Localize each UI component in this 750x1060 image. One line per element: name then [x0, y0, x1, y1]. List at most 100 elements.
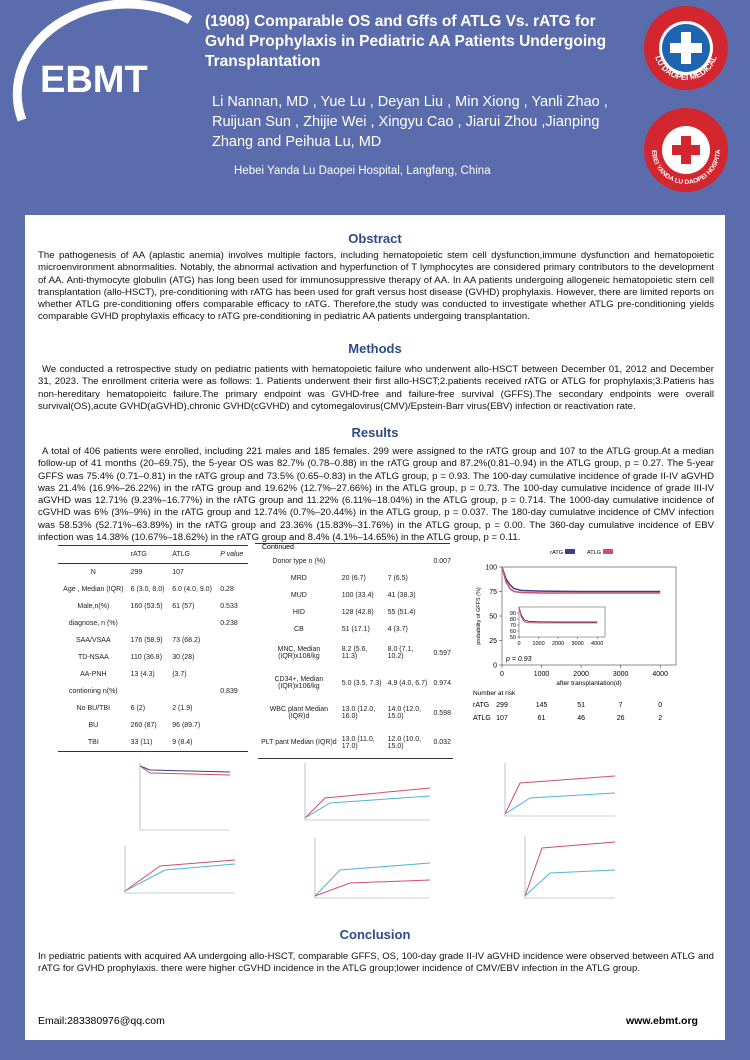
- table-header-cell: P value: [220, 551, 244, 558]
- risk-row-label: rATG: [473, 702, 489, 709]
- inset-x-tick-label: 1000: [532, 641, 544, 647]
- table-cell: 6.0 (4.0, 9.0): [172, 586, 212, 593]
- table-cell: 128 (42.8): [341, 609, 374, 616]
- x-tick-label: 3000: [613, 671, 629, 678]
- table-row: CD34+, Median (IQR)x106/kg 5.0 (3.5, 7.3)…: [258, 668, 453, 698]
- table-cell: 107: [172, 569, 184, 576]
- series-line: [501, 566, 661, 593]
- inset-y-tick-label: 60: [510, 629, 516, 635]
- inset-y-tick-label: 80: [510, 617, 516, 623]
- table-cell: BU: [88, 722, 99, 729]
- table-cell: [218, 632, 248, 649]
- table-cell: 6 (3.0, 8.0): [130, 586, 165, 593]
- inset-y-tick-label: 70: [510, 623, 516, 629]
- inset-x-tick-label: 4000: [591, 641, 603, 647]
- inset-x-tick-label: 2000: [552, 641, 564, 647]
- table-cell: [129, 683, 171, 700]
- table-cell: N: [90, 569, 96, 576]
- table-cell: 96 (89.7): [172, 722, 201, 729]
- table-cell: 160 (53.5): [130, 603, 163, 610]
- table-cell: 100 (33.4): [341, 592, 374, 599]
- logo-arc: [12, 0, 193, 122]
- x-tick-label: 4000: [652, 671, 668, 678]
- y-tick-label: 50: [489, 614, 497, 621]
- table-cell: 0.598: [433, 709, 451, 717]
- table-row: contioning n(%) 0.839: [58, 683, 248, 700]
- risk-count: 2: [658, 715, 662, 722]
- thumbnail-axes: [124, 763, 615, 899]
- table-cell: Donor type n (%): [272, 558, 326, 565]
- section-heading: Methods: [348, 341, 402, 356]
- table-cell: 61 (57): [172, 603, 195, 610]
- table-row: N 299 107: [58, 564, 248, 582]
- table-row: TBI 33 (11) 9 (8.4): [58, 734, 248, 752]
- baseline-table: rATG ATLG P value N 299 107 Age , Median (IQR)…: [58, 545, 248, 752]
- risk-count: 26: [617, 715, 625, 722]
- table-row: CB 51 (17.1) 4 (3.7): [258, 621, 453, 638]
- y-tick-label: 25: [489, 638, 497, 645]
- table-cell: 73 (68.2): [172, 637, 201, 644]
- y-axis-label: probability of GFFS (%): [476, 587, 482, 645]
- table-cell: 41 (38.3): [387, 592, 416, 599]
- table-cell: 8.2 (5.6, 11.3): [341, 646, 368, 660]
- table-header: rATG ATLG P value: [58, 545, 248, 564]
- table-cell: WBC plant Median (IQR)d: [269, 706, 329, 720]
- table-cell: 13 (4.3): [130, 671, 155, 678]
- table-cell: [218, 564, 248, 582]
- table-cell: 9 (8.4): [172, 739, 193, 746]
- table-cell: 14.0 (12.0, 15.0): [387, 706, 422, 720]
- y-tick-label: 0: [493, 663, 497, 670]
- table-cell: MNC, Median (IQR)x108/kg: [277, 646, 321, 660]
- baseline-table-continued: Donor type n (%) 0.007 MRD 20 (6.7) 7 (6.5) M…: [258, 553, 453, 759]
- y-tick-label: 75: [489, 589, 497, 596]
- table-row: BU 260 (87) 96 (89.7): [58, 717, 248, 734]
- table-row: MRD 20 (6.7) 7 (6.5): [258, 570, 453, 587]
- risk-count: 7: [619, 702, 623, 709]
- table-cell: MRD: [290, 575, 307, 582]
- footer-email: Email:283380976@qq.com: [38, 1015, 165, 1027]
- table-cell: 2 (1.9): [172, 705, 193, 712]
- table-cell: PLT pant Median (IQR)d: [261, 739, 337, 747]
- table-cell: 30 (28): [172, 654, 195, 661]
- inset-y-tick-label: 50: [510, 635, 516, 641]
- x-tick-label: 2000: [573, 671, 589, 678]
- table-cell: 13.0 (12.0, 16.0): [341, 706, 376, 720]
- footer-site: www.ebmt.org: [626, 1015, 698, 1027]
- table-cell: 0.28: [220, 586, 234, 593]
- table-row: WBC plant Median (IQR)d 13.0 (12.0, 16.0)…: [258, 698, 453, 728]
- table-cell: Age , Median (IQR): [63, 586, 124, 593]
- table-cell: [218, 649, 248, 666]
- table-cell: 20 (6.7): [341, 575, 366, 582]
- results-text: A total of 406 patients were enrolled, i…: [38, 446, 714, 544]
- table-row: HID 128 (42.8) 55 (51.4): [258, 604, 453, 621]
- thumbnail-curves: [124, 765, 616, 897]
- table-row: SAA/VSAA 176 (58.9) 73 (68.2): [58, 632, 248, 649]
- table-cell: (3.7): [172, 671, 187, 678]
- table-header-cell: ATLG: [172, 551, 190, 558]
- table-cell: 8.0 (7.1, 10.2): [387, 646, 414, 660]
- table-cell: 4 (3.7): [387, 626, 408, 633]
- table-cell: TD-NSAA: [77, 654, 109, 661]
- logo-text: EBMT: [40, 59, 148, 101]
- table-cell: 51 (17.1): [341, 626, 370, 633]
- table-row: AA-PNH 13 (4.3) (3.7): [58, 666, 248, 683]
- table-cell: 260 (87): [130, 722, 157, 729]
- inset-y-tick-label: 90: [510, 611, 516, 617]
- table-cell: [170, 615, 218, 632]
- inset-x-tick-label: 3000: [572, 641, 584, 647]
- table-row: Age , Median (IQR) 6 (3.0, 8.0) 6.0 (4.0, …: [58, 581, 248, 598]
- table-header-cell: rATG: [130, 551, 147, 558]
- table-cell: 0.974: [433, 679, 451, 687]
- x-tick-label: 1000: [534, 671, 550, 678]
- table-cell: 299: [130, 569, 143, 576]
- risk-count: 61: [538, 715, 546, 722]
- content-panel: [25, 215, 725, 1040]
- table-cell: No BU/TBI: [76, 705, 111, 712]
- table-cell: [218, 717, 248, 734]
- section-heading: Obstract: [348, 231, 402, 246]
- hospital-badge-1: LU DAOPEI MEDICAL: [644, 6, 728, 90]
- methods-text: We conducted a retrospective study on pe…: [38, 364, 714, 412]
- legend-swatch: [603, 549, 613, 554]
- abstract-text: The pathogenesis of AA (aplastic anemia)…: [38, 250, 714, 323]
